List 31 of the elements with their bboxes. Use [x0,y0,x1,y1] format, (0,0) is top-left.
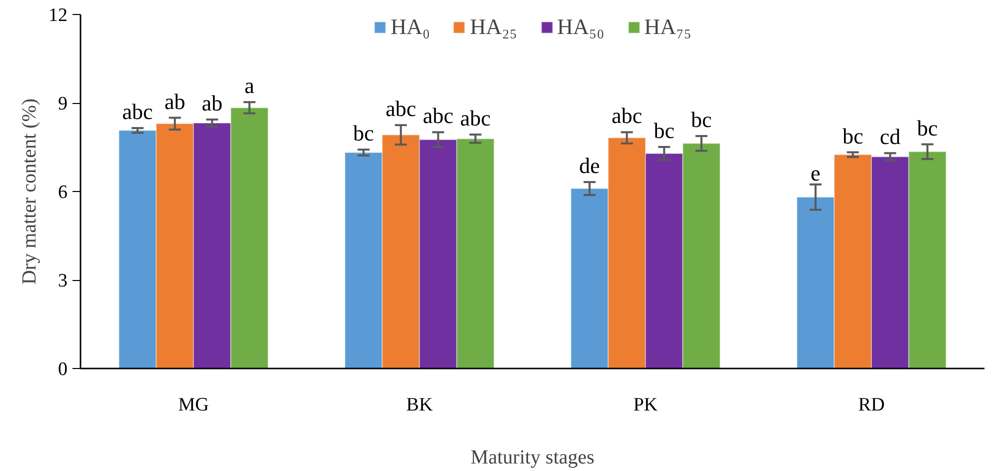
legend-label: HA₀ [390,14,430,40]
legend-label: HA₅₀ [557,14,604,40]
y-tick-label: 0 [58,359,68,380]
data-label: abc [386,96,416,122]
y-tick-label: 9 [58,94,68,114]
data-label: bc [691,107,712,132]
data-label: de [579,153,600,178]
data-label: bc [353,120,374,146]
data-label: bc [842,123,864,148]
data-label: bc [654,118,675,143]
x-tick-label: BK [406,394,433,416]
data-label: abc [612,103,642,128]
data-label: cd [880,124,901,150]
y-tick-label: 3 [58,270,68,292]
data-label: abc [122,99,154,124]
x-axis-title: Maturity stages [470,446,595,468]
legend-label: HA₇₅ [644,14,692,40]
legend-label: HA₂₅ [470,14,518,40]
data-label: bc [917,115,938,140]
x-tick-label: PK [633,394,658,416]
data-label: abc [460,106,491,131]
y-tick-label: 12 [48,5,68,26]
y-tick-label: 6 [58,182,68,203]
data-label: abc [422,103,454,128]
x-tick-label: RD [858,394,885,416]
data-label: ab [164,88,186,114]
data-label: e [810,160,820,186]
y-axis-title: Dry matter content (%) [18,98,40,285]
x-tick-label: MG [178,394,210,416]
data-label: a [244,73,255,98]
data-label: ab [202,90,223,116]
